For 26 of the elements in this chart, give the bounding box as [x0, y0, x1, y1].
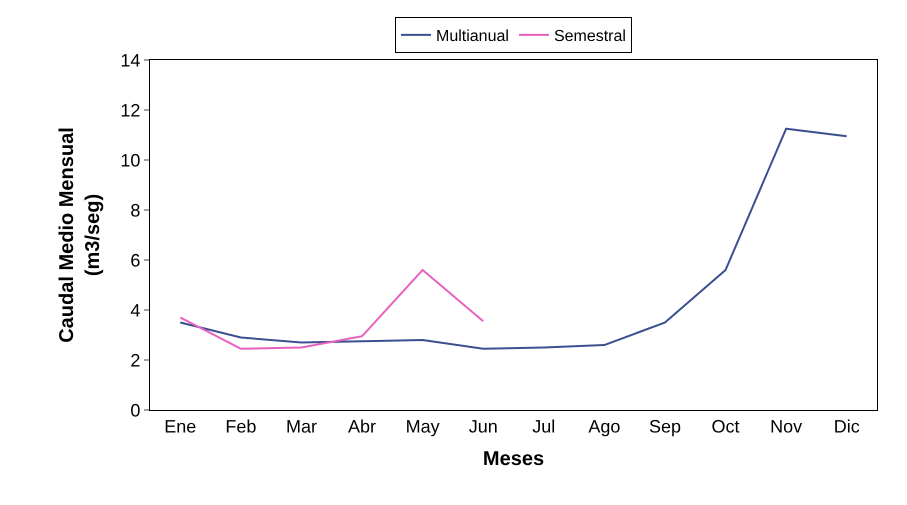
legend-label: Semestral	[554, 28, 626, 46]
x-tick-label: Feb	[225, 416, 256, 437]
x-tick-label: Sep	[648, 416, 681, 437]
x-tick-label: Oct	[712, 416, 740, 437]
x-tick-label: Dic	[834, 416, 860, 437]
y-tick-label: 4	[130, 300, 140, 320]
x-axis-title: Meses	[482, 448, 544, 470]
x-tick-label: Jun	[468, 416, 498, 437]
x-tick-label: Mar	[286, 416, 317, 437]
y-tick-label: 8	[130, 200, 140, 220]
y-tick-label: 10	[120, 150, 140, 170]
legend-label: Multianual	[436, 28, 509, 46]
x-tick-label: Jul	[532, 416, 556, 437]
x-tick-label: May	[406, 416, 440, 437]
line-series	[179, 128, 848, 350]
x-tick-label: Ago	[588, 416, 620, 437]
x-tick-label: Nov	[770, 416, 802, 437]
y-tick-label: 0	[130, 400, 140, 420]
x-tick-label: Abr	[348, 416, 376, 437]
y-tick-label: 6	[130, 250, 140, 270]
y-tick-label: 14	[120, 50, 140, 70]
y-tick-label: 12	[120, 100, 140, 120]
x-tick-label: Ene	[164, 416, 196, 437]
y-axis-title: Caudal Medio Mensual (m3/seg)	[56, 127, 104, 343]
line-series	[179, 269, 484, 350]
y-tick-label: 2	[130, 350, 140, 370]
